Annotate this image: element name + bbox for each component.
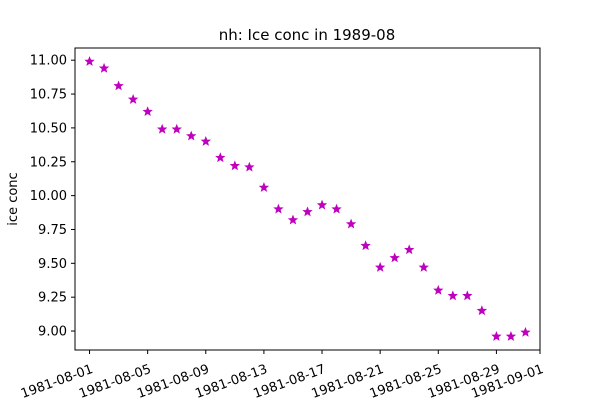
data-point xyxy=(273,203,284,214)
data-point xyxy=(229,160,240,171)
data-point xyxy=(258,182,270,192)
data-point xyxy=(171,123,182,134)
data-point xyxy=(389,252,400,263)
data-point xyxy=(505,331,517,341)
data-point xyxy=(98,62,110,73)
data-point xyxy=(331,203,342,214)
data-point xyxy=(157,123,168,134)
data-point xyxy=(404,244,415,255)
y-tick-label: 9.25 xyxy=(38,291,67,306)
data-point xyxy=(316,199,328,210)
data-point xyxy=(127,94,139,104)
data-point xyxy=(433,284,444,295)
data-point xyxy=(215,152,226,163)
data-point xyxy=(360,240,371,251)
data-point xyxy=(287,214,299,225)
y-tick-label: 9.00 xyxy=(38,325,67,340)
y-tick-label: 9.50 xyxy=(38,257,67,272)
data-point xyxy=(142,106,153,117)
chart-title: nh: Ice conc in 1989-08 xyxy=(219,26,396,44)
y-tick-label: 10.50 xyxy=(30,121,67,136)
data-point xyxy=(418,261,429,272)
data-point xyxy=(244,161,255,172)
data-point xyxy=(476,305,488,316)
data-point xyxy=(520,326,531,337)
data-point xyxy=(375,261,386,272)
data-point xyxy=(345,218,357,229)
data-point xyxy=(84,56,95,66)
axes-frame xyxy=(74,47,541,351)
y-tick-label: 11.00 xyxy=(30,54,67,69)
y-axis-label: ice conc xyxy=(6,172,21,225)
y-tick-label: 10.25 xyxy=(30,155,67,170)
y-tick-label: 10.75 xyxy=(30,88,67,103)
data-point xyxy=(186,130,197,141)
data-point xyxy=(113,80,124,91)
y-tick-label: 9.75 xyxy=(38,223,67,238)
y-tick-label: 10.00 xyxy=(30,189,67,204)
data-point xyxy=(491,331,502,341)
data-point xyxy=(200,136,211,146)
data-point xyxy=(447,290,458,301)
data-point xyxy=(302,206,313,217)
data-point xyxy=(462,290,473,301)
